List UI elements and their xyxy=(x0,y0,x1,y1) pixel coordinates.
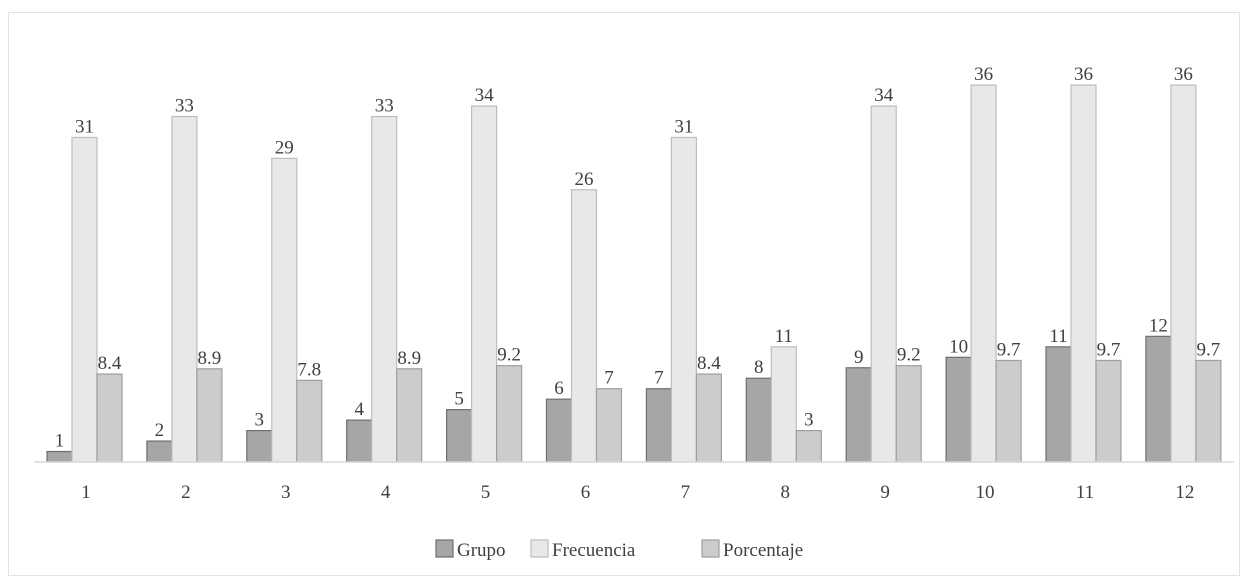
legend-label-porcentaje: Porcentaje xyxy=(723,540,803,561)
bar-frecuencia-5 xyxy=(471,105,498,463)
data-label-frecuencia-9: 34 xyxy=(874,85,894,106)
legend: Grupo Frecuencia Porcentaje xyxy=(435,539,803,561)
bar-grupo-3 xyxy=(246,429,273,463)
bar-grupo-9 xyxy=(845,367,872,463)
bar-grupo-5 xyxy=(446,409,473,463)
legend-swatch-frecuencia xyxy=(530,539,549,558)
x-tick-label-10: 10 xyxy=(976,482,995,503)
x-tick-label-6: 6 xyxy=(581,482,591,503)
legend-swatch-grupo xyxy=(435,539,454,558)
x-tick-label-1: 1 xyxy=(81,482,91,503)
data-label-frecuencia-7: 31 xyxy=(674,116,693,137)
legend-label-frecuencia: Frecuencia xyxy=(552,540,636,561)
data-label-porcentaje-7: 8.4 xyxy=(697,353,721,374)
data-label-frecuencia-8: 11 xyxy=(775,326,793,347)
data-label-porcentaje-1: 8.4 xyxy=(98,353,122,374)
data-label-grupo-12: 12 xyxy=(1149,315,1168,336)
bar-porcentaje-12 xyxy=(1195,359,1222,463)
data-label-grupo-8: 8 xyxy=(754,357,764,378)
bar-frecuencia-10 xyxy=(970,84,997,463)
data-label-frecuencia-6: 26 xyxy=(575,169,594,190)
bar-porcentaje-5 xyxy=(496,365,523,463)
data-label-grupo-11: 11 xyxy=(1049,326,1067,347)
bar-grupo-2 xyxy=(146,440,173,463)
bar-grupo-12 xyxy=(1145,335,1172,463)
data-label-grupo-10: 10 xyxy=(949,336,968,357)
x-tick-label-4: 4 xyxy=(381,482,391,503)
bar-porcentaje-11 xyxy=(1095,359,1122,463)
data-label-frecuencia-10: 36 xyxy=(974,64,993,85)
bar-porcentaje-1 xyxy=(96,373,123,463)
data-label-frecuencia-1: 31 xyxy=(75,116,94,137)
data-label-frecuencia-2: 33 xyxy=(175,95,194,116)
bar-grupo-8 xyxy=(745,377,772,463)
data-label-frecuencia-4: 33 xyxy=(375,95,394,116)
data-labels-layer: 1 31 8.4 2 33 8.9 3 29 7.8 4 33 8.9 5 34 9.2 6 26 7 7 31 8.4… xyxy=(55,64,1221,451)
x-tick-label-3: 3 xyxy=(281,482,291,503)
bar-frecuencia-9 xyxy=(870,105,897,463)
data-label-grupo-1: 1 xyxy=(55,431,65,452)
x-tick-label-5: 5 xyxy=(481,482,491,503)
data-label-porcentaje-2: 8.9 xyxy=(198,348,222,369)
bar-grupo-7 xyxy=(645,388,673,463)
x-tick-label-2: 2 xyxy=(181,482,191,503)
data-label-frecuencia-5: 34 xyxy=(475,85,495,106)
data-label-grupo-2: 2 xyxy=(155,420,165,441)
data-label-porcentaje-8: 3 xyxy=(804,410,814,431)
data-label-frecuencia-12: 36 xyxy=(1174,64,1193,85)
data-label-grupo-9: 9 xyxy=(854,347,864,368)
bar-frecuencia-7 xyxy=(670,136,698,463)
x-tick-label-7: 7 xyxy=(681,482,691,503)
x-tick-label-9: 9 xyxy=(880,482,890,503)
data-label-grupo-3: 3 xyxy=(255,410,265,431)
bar-porcentaje-10 xyxy=(995,359,1022,463)
bar-porcentaje-8 xyxy=(795,429,822,463)
data-label-grupo-7: 7 xyxy=(654,368,664,389)
chart-frame xyxy=(8,12,1240,576)
data-label-frecuencia-11: 36 xyxy=(1074,64,1093,85)
bar-frecuencia-4 xyxy=(371,115,398,463)
data-label-porcentaje-3: 7.8 xyxy=(297,359,321,380)
data-label-frecuencia-3: 29 xyxy=(275,137,294,158)
data-label-porcentaje-6: 7 xyxy=(604,368,614,389)
data-label-porcentaje-12: 9.7 xyxy=(1197,339,1221,360)
bar-frecuencia-6 xyxy=(570,189,598,463)
x-tick-labels: 1 2 3 4 5 6 7 8 9 10 11 12 xyxy=(81,482,1194,503)
bar-porcentaje-6 xyxy=(595,388,623,463)
data-label-grupo-5: 5 xyxy=(454,389,464,410)
bar-porcentaje-9 xyxy=(895,365,922,463)
bar-porcentaje-2 xyxy=(196,368,223,463)
x-tick-label-8: 8 xyxy=(781,482,791,503)
bar-porcentaje-3 xyxy=(296,379,323,463)
bar-frecuencia-12 xyxy=(1170,84,1197,463)
bar-grupo-11 xyxy=(1045,346,1072,463)
legend-swatch-porcentaje xyxy=(701,539,720,558)
bar-frecuencia-8 xyxy=(770,346,797,463)
data-label-porcentaje-5: 9.2 xyxy=(497,345,521,366)
bar-frecuencia-1 xyxy=(71,136,98,463)
data-label-porcentaje-10: 9.7 xyxy=(997,339,1021,360)
bars-layer xyxy=(46,84,1222,463)
x-tick-label-11: 11 xyxy=(1076,482,1094,503)
legend-label-grupo: Grupo xyxy=(457,540,506,561)
bar-frecuencia-11 xyxy=(1070,84,1097,463)
bar-porcentaje-4 xyxy=(396,368,423,463)
data-label-porcentaje-9: 9.2 xyxy=(897,345,921,366)
data-label-grupo-6: 6 xyxy=(554,378,564,399)
data-label-grupo-4: 4 xyxy=(354,399,364,420)
data-label-porcentaje-4: 8.9 xyxy=(397,348,421,369)
bar-porcentaje-7 xyxy=(695,373,723,463)
bar-grupo-1 xyxy=(46,450,73,463)
bar-grupo-6 xyxy=(545,398,573,463)
bar-grupo-10 xyxy=(945,356,972,463)
data-label-porcentaje-11: 9.7 xyxy=(1097,339,1121,360)
bar-frecuencia-2 xyxy=(171,115,198,463)
bar-grupo-4 xyxy=(346,419,373,463)
bar-frecuencia-3 xyxy=(271,157,298,463)
x-tick-label-12: 12 xyxy=(1175,482,1194,503)
